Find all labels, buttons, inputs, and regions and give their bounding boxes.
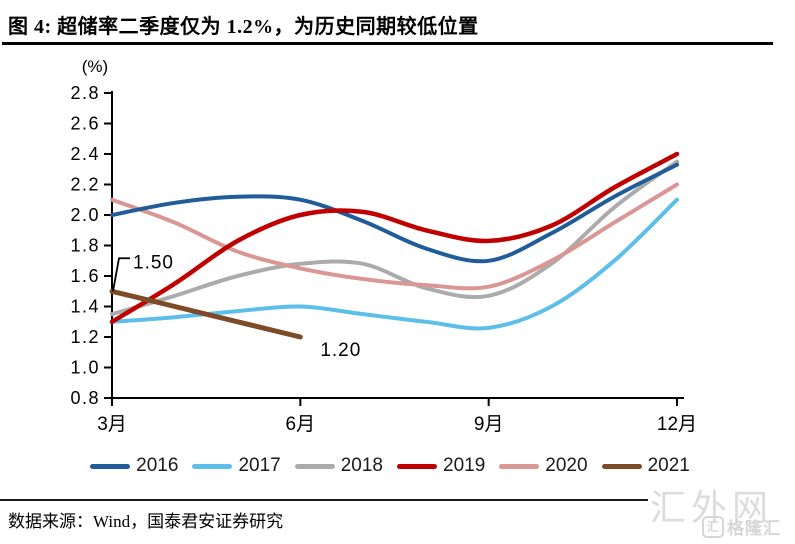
- chart-legend: 2016 2017 2018 2019 2020 2021: [85, 455, 695, 477]
- y-tick-label: 0.8: [70, 388, 100, 408]
- legend-swatch-2021: [601, 463, 642, 469]
- y-tick-label: 2.8: [70, 83, 100, 103]
- legend-swatch-2020: [499, 463, 540, 469]
- y-tick-label: 2.0: [70, 205, 100, 225]
- legend-item-2018: 2018: [294, 455, 383, 477]
- legend-swatch-2019: [397, 463, 437, 469]
- annotation-1.20: 1.20: [320, 340, 361, 361]
- source-divider: [0, 499, 648, 501]
- figure-title: 图 4: 超储率二季度仅为 1.2%，为历史同期较低位置: [8, 16, 479, 38]
- x-tick-label: 3月: [97, 414, 127, 435]
- legend-item-2020: 2020: [499, 455, 588, 477]
- x-tick-label: 9月: [474, 414, 504, 435]
- legend-label-2020: 2020: [545, 455, 588, 476]
- legend-swatch-2017: [192, 463, 233, 469]
- legend-item-2016: 2016: [90, 455, 178, 477]
- series-line-2019: [109, 151, 680, 325]
- y-tick-label: 2.6: [70, 114, 100, 134]
- watermark-logo-text: 格隆汇: [727, 519, 781, 538]
- legend-label-2021: 2021: [647, 455, 690, 476]
- data-source-note: 数据来源：Wind，国泰君安证券研究: [8, 512, 284, 531]
- watermark-logo: 汇 格隆汇: [702, 514, 781, 539]
- y-tick-label: 1.8: [70, 236, 100, 256]
- y-tick-label: 1.0: [70, 358, 100, 378]
- series-line-2018: [110, 159, 679, 317]
- y-tick-label: 2.4: [70, 144, 100, 164]
- watermark: 汇外网 汇 格隆汇: [650, 487, 795, 539]
- series-line-2020: [110, 182, 679, 291]
- x-tick-label: 6月: [286, 414, 316, 435]
- legend-label-2016: 2016: [136, 455, 179, 476]
- y-tick-label: 1.4: [70, 297, 100, 317]
- y-tick-label: 1.6: [70, 266, 100, 286]
- series-line-2021: [109, 288, 303, 340]
- legend-label-2018: 2018: [340, 455, 383, 476]
- y-tick-label: 1.2: [70, 327, 100, 347]
- legend-swatch-2018: [294, 463, 335, 469]
- x-tick-label: 12月: [657, 414, 697, 435]
- title-divider: [2, 42, 773, 45]
- legend-swatch-2016: [90, 463, 131, 469]
- legend-label-2019: 2019: [443, 455, 486, 476]
- legend-item-2019: 2019: [397, 455, 485, 477]
- gelonghui-logo-icon: 汇: [702, 515, 724, 538]
- legend-item-2017: 2017: [192, 455, 281, 477]
- series-line-2016: [110, 162, 679, 264]
- y-axis-unit-label: (%): [82, 57, 108, 76]
- y-tick-label: 2.2: [70, 175, 100, 195]
- annotation-leader: [112, 257, 130, 292]
- legend-label-2017: 2017: [238, 455, 281, 476]
- legend-item-2021: 2021: [601, 455, 690, 477]
- watermark-site-text: 汇外网: [650, 487, 774, 528]
- annotation-1.50: 1.50: [133, 252, 174, 273]
